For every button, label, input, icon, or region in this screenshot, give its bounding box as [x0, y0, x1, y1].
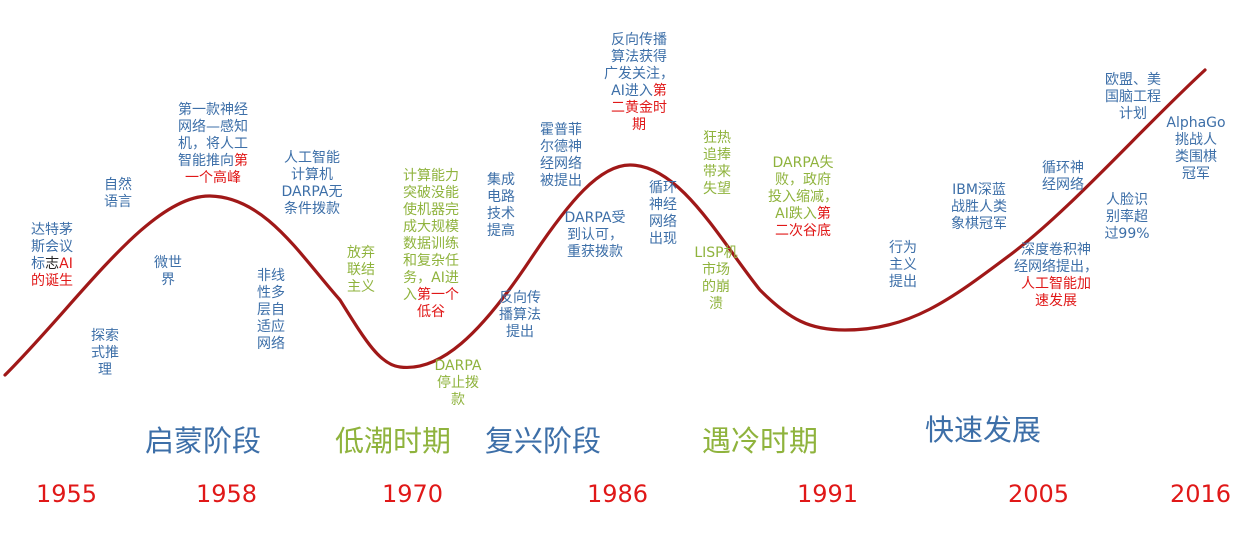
- annotation-text-part: DARPA失 败，政府 投入缩减， AI跌入: [768, 155, 838, 222]
- annotation-backprop-proposed: 反向传 播算法 提出: [488, 290, 552, 341]
- annotation-text-part: LISP机 市场 的崩 溃: [694, 245, 738, 312]
- year-label-2016: 2016: [1170, 480, 1232, 508]
- annotation-backprop-attention: 反向传播 算法获得 广发关注， AI进入第 二黄金时 期: [596, 32, 682, 134]
- annotation-text-part: 计算能力 突破没能 使机器完 成大规模 数据训练 和复杂任 务，AI进 入: [403, 168, 459, 303]
- annotation-text-part: 探索 式推 理: [91, 328, 119, 378]
- annotation-text-part: 人脸识 别率超 过99%: [1104, 192, 1150, 242]
- annotation-text-part: 人工智能加 速发展: [1021, 276, 1091, 309]
- annotation-perceptron: 第一款神经 网络—感知 机，将人工 智能推向第 一个高峰: [168, 102, 258, 187]
- annotation-text-part: DARPA受 到认可， 重获拨款: [564, 210, 626, 260]
- annotation-compute-limits: 计算能力 突破没能 使机器完 成大规模 数据训练 和复杂任 务，AI进 入第一个…: [390, 168, 472, 321]
- annotation-text-part: 第 二次谷底: [775, 206, 831, 239]
- annotation-text-part: 达特茅 斯会议 标: [31, 222, 73, 272]
- annotation-text-part: 人工智能 计算机 DARPA无 条件拨款: [281, 150, 343, 217]
- annotation-text-part: 第一个 低谷: [417, 287, 459, 320]
- annotation-frenzy: 狂热 追捧 带来 失望: [696, 130, 738, 198]
- annotation-text-part: 循环神 经网络: [1042, 160, 1084, 193]
- annotation-text-part: 第一款神经 网络—感知 机，将人工 智能推向: [178, 102, 248, 169]
- annotation-brain-project: 欧盟、美 国脑工程 计划: [1093, 72, 1173, 123]
- year-label-1955: 1955: [36, 480, 98, 508]
- annotation-text-part: 自然 语言: [104, 177, 132, 210]
- annotation-text-part: 霍普菲 尔德神 经网络 被提出: [540, 122, 582, 189]
- annotation-text-part: 欧盟、美 国脑工程 计划: [1105, 72, 1161, 122]
- year-label-1986: 1986: [587, 480, 649, 508]
- year-label-1970: 1970: [382, 480, 444, 508]
- annotation-darpa-funding: 人工智能 计算机 DARPA无 条件拨款: [272, 150, 352, 218]
- phase-label-enlightenment: 启蒙阶段: [145, 424, 262, 458]
- annotation-text-part: 非线 性多 层自 适应 网络: [257, 268, 285, 352]
- annotation-deep-blue: IBM深蓝 战胜人类 象棋冠军: [940, 182, 1018, 233]
- annotation-alphago: AlphaGo 挑战人 类围棋 冠军: [1160, 115, 1232, 183]
- annotation-text-part: AlphaGo 挑战人 类围棋 冠军: [1166, 115, 1226, 182]
- development-curve: [3, 68, 1207, 377]
- annotation-text-part: 循环 神经 网络 出现: [649, 180, 677, 247]
- annotation-integrated-circuits: 集成 电路 技术 提高: [480, 172, 522, 240]
- annotation-dartmouth: 达特茅 斯会议 标志AI 的诞生: [22, 222, 82, 290]
- annotation-text-part: 深度卷积神 经网络提出，: [1014, 242, 1098, 275]
- annotation-hopfield: 霍普菲 尔德神 经网络 被提出: [530, 122, 592, 190]
- annotation-text-part: 集成 电路 技术 提高: [487, 172, 515, 239]
- annotation-text-part: 第 一个高峰: [185, 153, 248, 186]
- annotation-text-part: 志: [45, 256, 60, 272]
- annotation-rnn-2: 循环神 经网络: [1032, 160, 1094, 194]
- annotation-text-part: 微世 界: [154, 255, 182, 288]
- annotation-text-part: AI: [59, 256, 73, 272]
- annotation-nonlinear: 非线 性多 层自 适应 网络: [250, 268, 292, 353]
- annotation-face-recognition: 人脸识 别率超 过99%: [1095, 192, 1159, 243]
- annotation-text-part: 的诞生: [31, 273, 73, 289]
- year-label-1991: 1991: [797, 480, 859, 508]
- annotation-abandon-connectionism: 放弃 联结 主义: [340, 245, 382, 296]
- annotation-lisp-crash: LISP机 市场 的崩 溃: [690, 245, 742, 313]
- phase-label-revival: 复兴阶段: [485, 424, 602, 458]
- phase-label-low-tide: 低潮时期: [335, 424, 452, 458]
- annotation-exploratory: 探索 式推 理: [85, 328, 125, 379]
- phase-label-cold: 遇冷时期: [702, 424, 819, 458]
- annotation-darpa-recognized: DARPA受 到认可， 重获拨款: [555, 210, 635, 261]
- annotation-darpa-fail: DARPA失 败，政府 投入缩减， AI跌入第 二次谷底: [760, 155, 846, 240]
- annotation-text-part: DARPA 停止拨 款: [434, 358, 482, 408]
- annotation-text-part: 放弃 联结 主义: [347, 245, 375, 295]
- year-label-1958: 1958: [196, 480, 258, 508]
- annotation-text-part: 狂热 追捧 带来 失望: [703, 130, 731, 197]
- annotation-behaviorism: 行为 主义 提出: [882, 240, 924, 291]
- annotation-cnn: 深度卷积神 经网络提出， 人工智能加 速发展: [1010, 242, 1102, 310]
- annotation-text-part: 反向传 播算法 提出: [499, 290, 541, 340]
- annotation-text-part: IBM深蓝 战胜人类 象棋冠军: [951, 182, 1007, 232]
- annotation-natural-language: 自然 语言: [97, 177, 139, 211]
- annotation-text-part: 行为 主义 提出: [889, 240, 917, 290]
- annotation-darpa-stop: DARPA 停止拨 款: [428, 358, 488, 409]
- annotation-rnn: 循环 神经 网络 出现: [642, 180, 684, 248]
- phase-label-rapid: 快速发展: [925, 413, 1042, 447]
- annotation-text-part: 第 二黄金时 期: [611, 83, 667, 133]
- year-label-2005: 2005: [1008, 480, 1070, 508]
- annotation-microworld: 微世 界: [147, 255, 189, 289]
- annotation-text-part: 反向传播 算法获得 广发关注， AI进入: [604, 32, 674, 99]
